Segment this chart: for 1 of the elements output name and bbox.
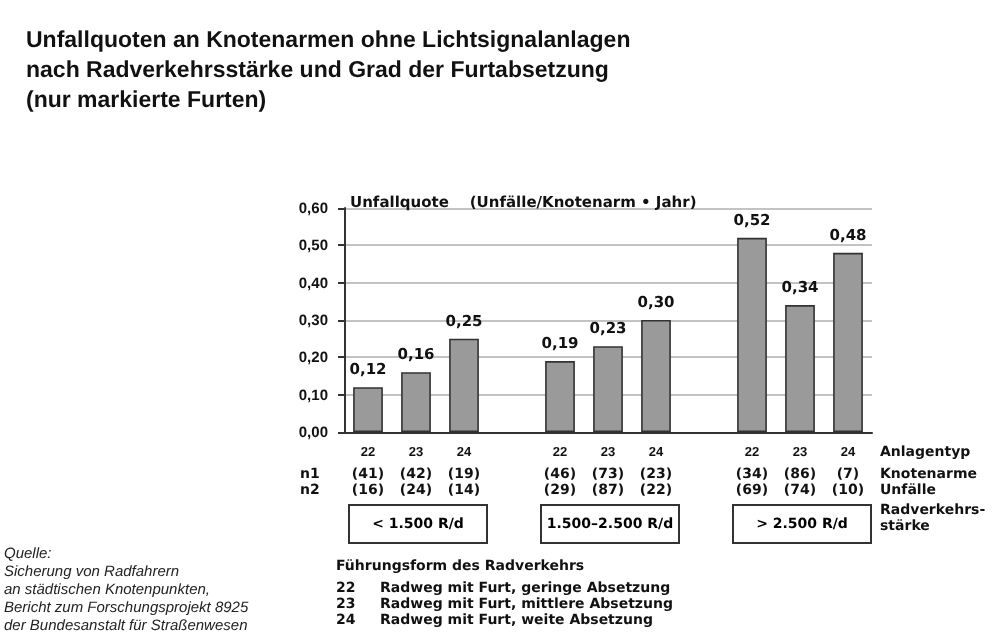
chart-title: Unfallquoten an Knotenarmen ohne Lichtsignalanlagen nach Radverkehrsstärke und Grad der Furtabsetzung (nur markierte Furten): [26, 29, 631, 113]
